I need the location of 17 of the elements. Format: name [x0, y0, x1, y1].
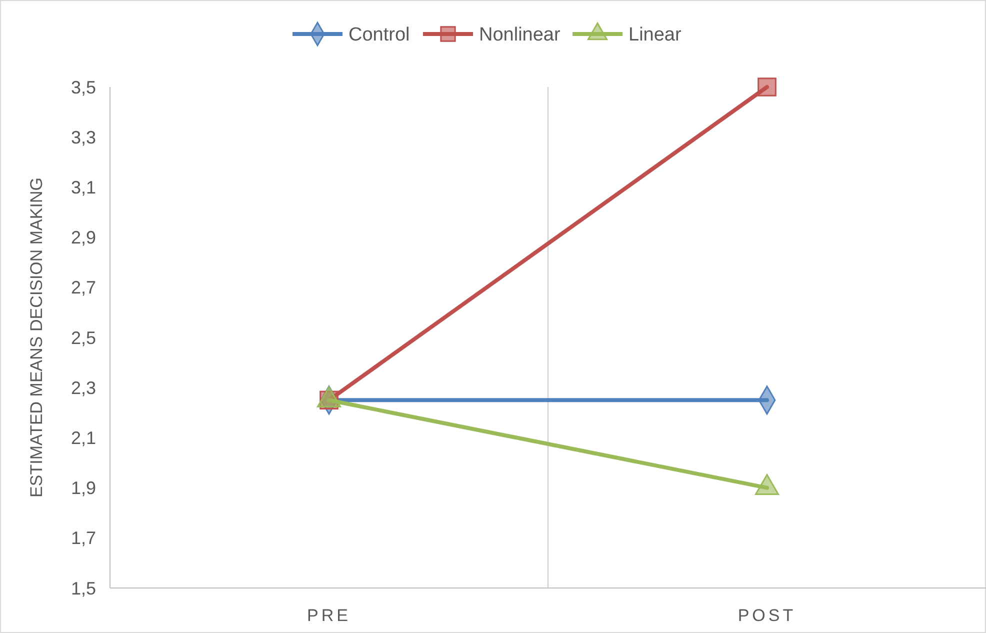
- y-tick-label: 1,5: [70, 578, 96, 598]
- y-tick-label: 2,5: [70, 328, 96, 348]
- legend-label: Control: [348, 24, 410, 46]
- y-tick-label: 2,7: [70, 278, 96, 298]
- y-axis-title: ESTIMATED MEANS DECISION MAKING: [27, 178, 46, 498]
- y-tick-label: 2,9: [70, 228, 96, 248]
- y-tick-label: 3,1: [70, 178, 96, 198]
- legend-label: Linear: [628, 24, 682, 46]
- y-tick-label: 3,5: [70, 77, 96, 98]
- y-tick-label: 1,7: [70, 528, 96, 548]
- legend-label: Nonlinear: [479, 24, 561, 46]
- x-tick-label: PRE: [307, 606, 351, 625]
- y-tick-label: 2,1: [70, 428, 96, 448]
- y-tick-label: 2,3: [70, 378, 96, 398]
- y-tick-label: 1,9: [70, 478, 96, 498]
- x-tick-label: POST: [738, 606, 796, 625]
- y-tick-label: 3,3: [70, 127, 96, 148]
